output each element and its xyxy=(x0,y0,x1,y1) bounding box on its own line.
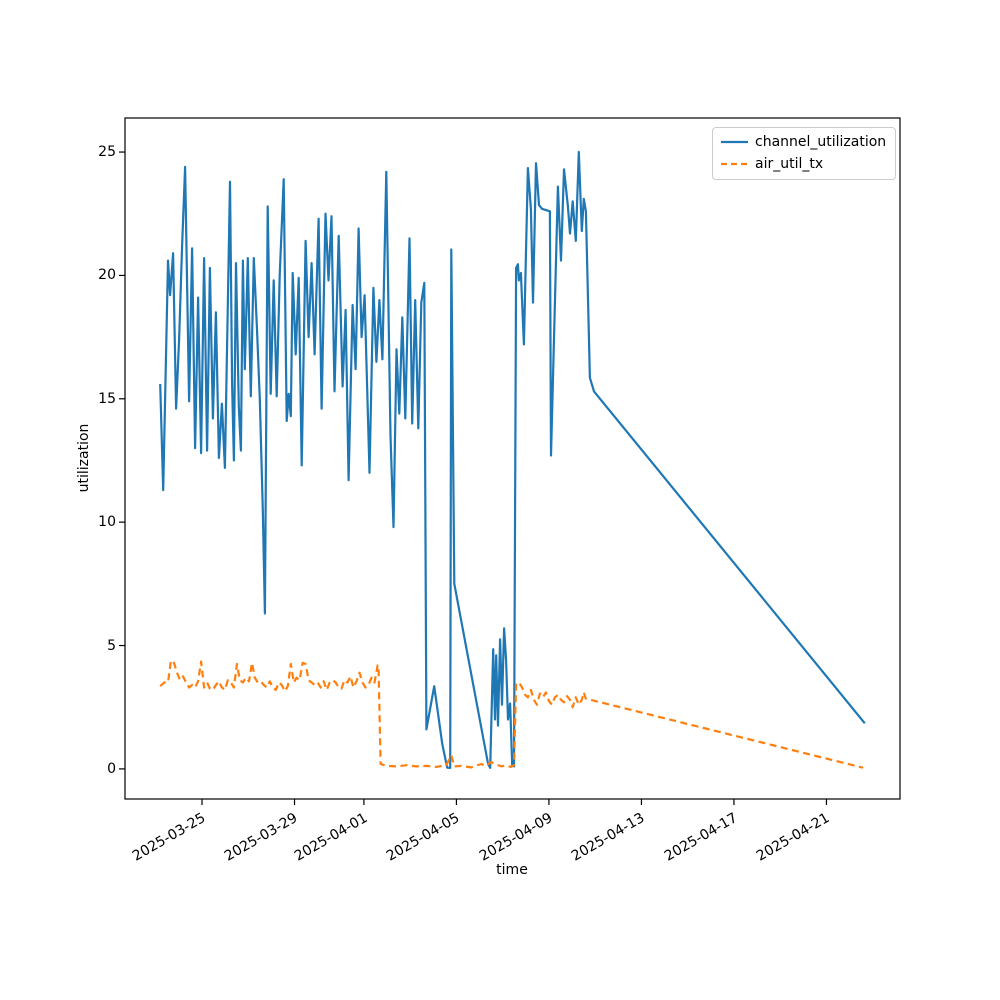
y-tick-label: 0 xyxy=(107,760,116,777)
series-line-air_util_tx xyxy=(159,659,864,769)
legend-label-air-util-tx: air_util_tx xyxy=(755,156,824,172)
y-tick-label: 20 xyxy=(98,267,116,284)
series-line-channel_utilization xyxy=(159,150,866,770)
legend-dashed-line-icon xyxy=(721,162,748,166)
legend-entry-channel-utilization: channel_utilization xyxy=(721,132,886,152)
y-tick-label: 5 xyxy=(107,637,116,654)
y-tick-label: 15 xyxy=(98,390,116,407)
y-axis-title: utilization xyxy=(76,423,92,493)
legend-label-channel-utilization: channel_utilization xyxy=(755,134,887,150)
y-tick-label: 25 xyxy=(98,144,116,161)
plot-border xyxy=(124,117,901,800)
legend-entry-air-util-tx: air_util_tx xyxy=(721,154,886,174)
x-axis-title: time xyxy=(496,862,528,878)
y-tick-label: 10 xyxy=(98,514,116,531)
legend: channel_utilization air_util_tx xyxy=(712,127,897,180)
legend-solid-line-icon xyxy=(721,140,748,144)
